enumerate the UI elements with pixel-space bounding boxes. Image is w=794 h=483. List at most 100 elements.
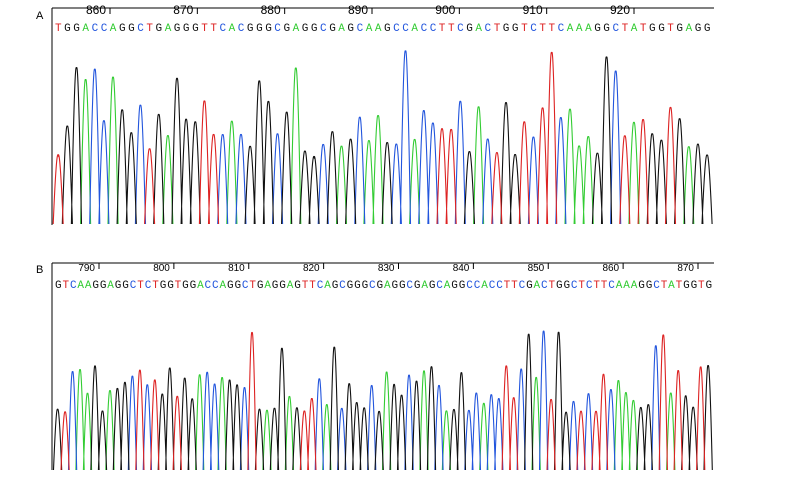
base-call: G <box>73 23 80 35</box>
base-call: A <box>366 23 373 35</box>
base-call: T <box>578 280 585 292</box>
base-call: G <box>384 23 391 35</box>
base-call: A <box>686 23 693 35</box>
base-call: A <box>475 23 482 35</box>
position-label: 890 <box>348 3 368 17</box>
base-call: C <box>653 280 660 292</box>
trace-g <box>61 56 713 225</box>
base-call: A <box>616 280 623 292</box>
base-call: T <box>601 280 608 292</box>
base-call: A <box>631 23 638 35</box>
panel-a-position-ticks: 860 870 880 890 900 910 920 <box>86 3 635 17</box>
base-call: G <box>638 280 645 292</box>
base-call: G <box>247 23 254 35</box>
base-call: C <box>485 23 492 35</box>
base-call: G <box>594 23 601 35</box>
trace-a <box>80 67 695 225</box>
base-call: A <box>165 23 172 35</box>
base-call: G <box>100 280 107 292</box>
base-call: G <box>347 280 354 292</box>
base-call: T <box>667 23 674 35</box>
base-call: T <box>504 280 511 292</box>
base-call: G <box>183 23 190 35</box>
base-call: G <box>284 23 291 35</box>
position-label: 810 <box>228 263 245 274</box>
base-call: C <box>474 280 481 292</box>
base-call: C <box>137 23 144 35</box>
base-call: T <box>309 280 316 292</box>
base-call: G <box>311 23 318 35</box>
panel-b: B 790 800 810 820 830 840 850 860 870 GTCAAGGAGG… <box>36 262 714 471</box>
base-call: G <box>235 280 242 292</box>
base-call: G <box>603 23 610 35</box>
position-label: 870 <box>677 263 694 274</box>
base-call: A <box>585 23 592 35</box>
trace-a <box>75 369 676 471</box>
position-label: 840 <box>453 263 470 274</box>
base-call: A <box>567 23 574 35</box>
base-call: A <box>264 280 271 292</box>
base-call: A <box>287 280 294 292</box>
panel-b-label: B <box>36 264 43 276</box>
base-call: T <box>549 280 556 292</box>
base-call: G <box>695 23 702 35</box>
position-label: 820 <box>303 263 320 274</box>
base-call: C <box>457 23 464 35</box>
base-call: T <box>494 23 501 35</box>
base-call: G <box>706 280 713 292</box>
base-call: G <box>459 280 466 292</box>
base-call: T <box>698 280 705 292</box>
base-call: A <box>82 23 89 35</box>
base-call: G <box>265 23 272 35</box>
base-call: A <box>85 280 92 292</box>
panel-b-traces <box>52 330 713 471</box>
base-call: G <box>257 280 264 292</box>
base-call: C <box>393 23 400 35</box>
base-call: G <box>174 23 181 35</box>
position-label: 800 <box>153 263 170 274</box>
base-call: A <box>481 280 488 292</box>
base-call: C <box>406 280 413 292</box>
base-call: G <box>503 23 510 35</box>
base-call: C <box>489 280 496 292</box>
base-call: C <box>339 280 346 292</box>
base-call: A <box>324 280 331 292</box>
base-call: T <box>676 280 683 292</box>
base-call: G <box>122 280 129 292</box>
base-call: T <box>63 280 70 292</box>
base-call: G <box>691 280 698 292</box>
base-call: C <box>571 280 578 292</box>
base-call: G <box>272 280 279 292</box>
base-call: A <box>631 280 638 292</box>
base-call: A <box>338 23 345 35</box>
base-call: T <box>661 280 668 292</box>
position-label: 900 <box>435 3 455 17</box>
base-call: G <box>658 23 665 35</box>
trace-c <box>89 50 622 225</box>
trace-t <box>52 51 677 225</box>
base-call: G <box>392 280 399 292</box>
base-call: G <box>354 280 361 292</box>
trace-g <box>52 331 713 471</box>
base-call: G <box>279 280 286 292</box>
base-call: G <box>362 280 369 292</box>
base-call: A <box>293 23 300 35</box>
base-call: G <box>182 280 189 292</box>
base-call: G <box>556 280 563 292</box>
base-call: A <box>421 280 428 292</box>
base-call: G <box>115 280 122 292</box>
base-call: G <box>649 23 656 35</box>
base-call: G <box>414 280 421 292</box>
base-call: G <box>302 23 309 35</box>
position-label: 880 <box>261 3 281 17</box>
base-call: C <box>519 280 526 292</box>
base-call: C <box>145 280 152 292</box>
base-call: C <box>317 280 324 292</box>
base-call: C <box>320 23 327 35</box>
base-call: G <box>128 23 135 35</box>
base-call: C <box>357 23 364 35</box>
base-call: A <box>229 23 236 35</box>
base-call: G <box>676 23 683 35</box>
